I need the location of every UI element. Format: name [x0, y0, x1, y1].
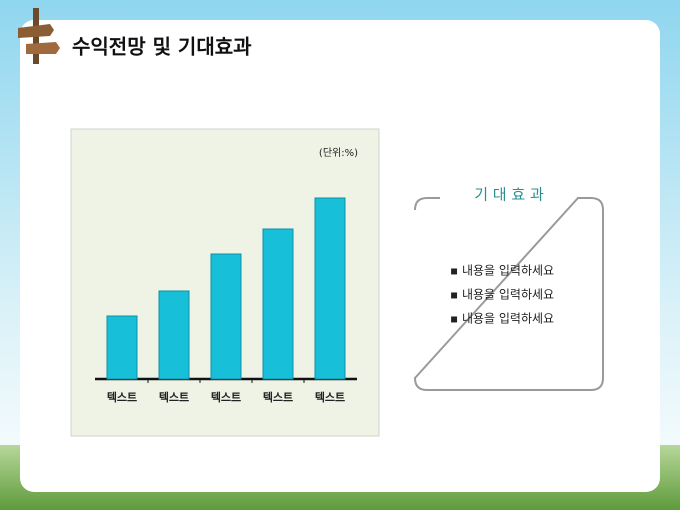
bar — [262, 228, 294, 380]
x-tick-label: 텍스트 — [211, 390, 241, 404]
bullet: ▪ 내용을 입력하세요 — [450, 288, 554, 302]
bar — [106, 315, 138, 380]
signpost-icon — [18, 8, 60, 64]
bar — [314, 197, 346, 380]
effect-box — [413, 197, 604, 391]
x-tick-label: 텍스트 — [263, 390, 293, 404]
unit-label: (단위:%) — [319, 146, 358, 159]
bullet: ▪ 내용을 입력하세요 — [450, 312, 554, 326]
x-tick-label: 텍스트 — [159, 390, 189, 404]
x-tick-label: 텍스트 — [107, 390, 137, 404]
box-heading: 기 대 효 과 — [474, 186, 544, 204]
bar — [210, 253, 242, 380]
bullet: ▪ 내용을 입력하세요 — [450, 264, 554, 278]
bar — [158, 290, 190, 380]
x-tick-label: 텍스트 — [315, 390, 345, 404]
slide-title: 수익전망 및 기대효과 — [72, 35, 252, 59]
